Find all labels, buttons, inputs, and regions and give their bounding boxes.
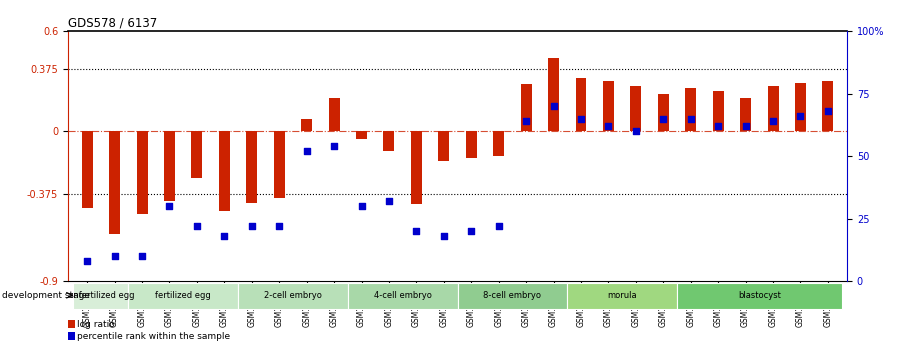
Point <box>381 198 396 204</box>
Bar <box>191 131 202 178</box>
Bar <box>82 131 92 208</box>
Bar <box>602 81 614 131</box>
Bar <box>68 332 74 340</box>
Bar <box>713 91 724 131</box>
Point <box>80 258 94 264</box>
Point <box>107 253 121 259</box>
Point <box>656 116 670 121</box>
Point <box>410 228 424 234</box>
Point <box>272 224 286 229</box>
Point <box>327 144 342 149</box>
Text: morula: morula <box>607 291 637 300</box>
Text: 4-cell embryo: 4-cell embryo <box>373 291 431 300</box>
Bar <box>439 131 449 161</box>
Text: development stage: development stage <box>2 291 90 300</box>
Bar <box>795 83 806 131</box>
Bar <box>238 283 348 309</box>
Bar <box>567 283 677 309</box>
Bar <box>109 131 120 235</box>
Point <box>354 204 369 209</box>
Point <box>821 108 835 114</box>
Text: unfertilized egg: unfertilized egg <box>68 291 134 300</box>
Text: 8-cell embryo: 8-cell embryo <box>484 291 542 300</box>
Bar <box>274 131 284 198</box>
Bar <box>823 81 834 131</box>
Bar <box>631 86 641 131</box>
Point <box>794 113 808 119</box>
Bar <box>129 283 238 309</box>
Bar <box>677 283 842 309</box>
Point <box>491 224 506 229</box>
Bar <box>68 320 74 328</box>
Point <box>217 234 232 239</box>
Point <box>464 228 478 234</box>
Point <box>766 118 780 124</box>
Text: percentile rank within the sample: percentile rank within the sample <box>78 332 231 341</box>
Bar <box>164 131 175 201</box>
Bar <box>137 131 148 215</box>
Bar <box>383 131 394 151</box>
Text: 2-cell embryo: 2-cell embryo <box>264 291 322 300</box>
Bar <box>411 131 422 205</box>
Bar <box>658 95 669 131</box>
Bar <box>740 98 751 131</box>
Bar <box>246 131 257 203</box>
Point <box>162 204 177 209</box>
Bar <box>458 283 567 309</box>
Point <box>738 123 753 129</box>
Bar <box>301 119 313 131</box>
Point <box>573 116 588 121</box>
Point <box>135 253 149 259</box>
Point <box>602 123 616 129</box>
Bar <box>575 78 586 131</box>
Bar <box>493 131 504 156</box>
Point <box>299 148 313 154</box>
Bar <box>73 283 129 309</box>
Bar <box>466 131 477 158</box>
Point <box>519 118 534 124</box>
Text: blastocyst: blastocyst <box>737 291 781 300</box>
Text: fertilized egg: fertilized egg <box>155 291 211 300</box>
Bar <box>548 58 559 131</box>
Point <box>683 116 698 121</box>
Point <box>629 128 643 134</box>
Bar <box>348 283 458 309</box>
Point <box>546 104 561 109</box>
Point <box>245 224 259 229</box>
Bar <box>767 86 778 131</box>
Bar <box>685 88 696 131</box>
Point <box>189 224 204 229</box>
Text: GDS578 / 6137: GDS578 / 6137 <box>68 17 158 30</box>
Bar <box>521 85 532 131</box>
Bar <box>219 131 230 211</box>
Bar <box>329 98 340 131</box>
Point <box>711 123 726 129</box>
Text: log ratio: log ratio <box>78 320 115 329</box>
Point <box>437 234 451 239</box>
Bar <box>356 131 367 139</box>
